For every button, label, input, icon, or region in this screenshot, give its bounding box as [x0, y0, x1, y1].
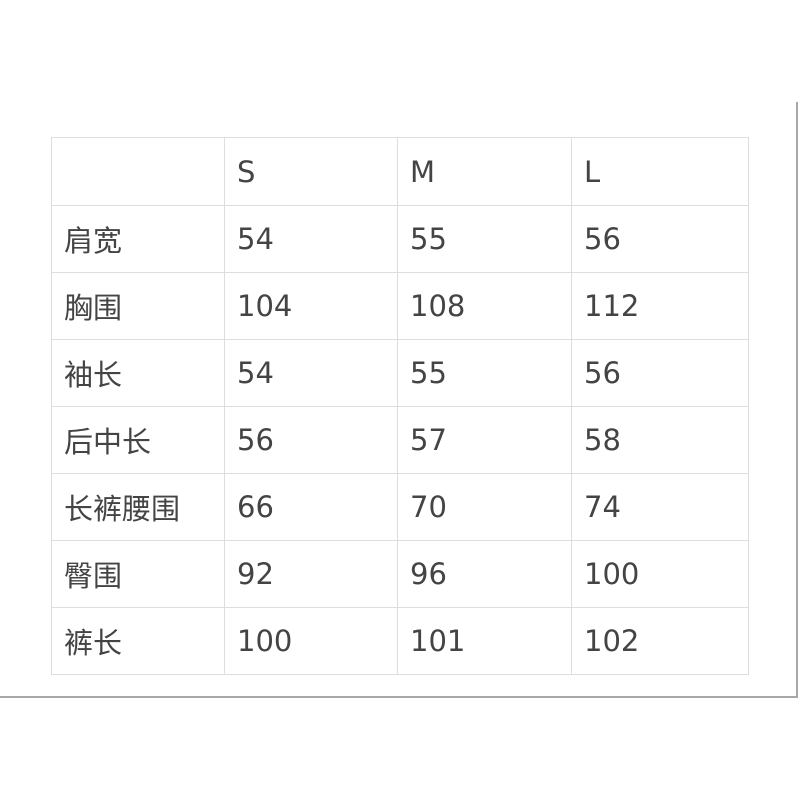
row-label: 胸围: [51, 272, 225, 340]
table-cell: 55: [397, 339, 572, 407]
table-cell: 70: [397, 473, 572, 541]
table-row: 后中长 56 57 58: [51, 406, 749, 474]
table-cell: 101: [397, 607, 572, 675]
column-header: S: [224, 137, 398, 206]
table-cell: 74: [571, 473, 749, 541]
column-header: [51, 137, 225, 206]
table-row: 臀围 92 96 100: [51, 540, 749, 608]
row-label: 长裤腰围: [51, 473, 225, 541]
table-cell: 104: [224, 272, 398, 340]
column-header: L: [571, 137, 749, 206]
table-cell: 100: [224, 607, 398, 675]
table-cell: 55: [397, 205, 572, 273]
row-label: 臀围: [51, 540, 225, 608]
frame-border-bottom: [0, 696, 798, 698]
column-header: M: [397, 137, 572, 206]
table-row: 长裤腰围 66 70 74: [51, 473, 749, 541]
row-label: 裤长: [51, 607, 225, 675]
table-cell: 100: [571, 540, 749, 608]
table-cell: 54: [224, 205, 398, 273]
table-cell: 102: [571, 607, 749, 675]
table-cell: 54: [224, 339, 398, 407]
table-cell: 92: [224, 540, 398, 608]
table-row: 袖长 54 55 56: [51, 339, 749, 407]
table-cell: 56: [571, 339, 749, 407]
table-cell: 96: [397, 540, 572, 608]
table-cell: 57: [397, 406, 572, 474]
row-label: 后中长: [51, 406, 225, 474]
table-cell: 66: [224, 473, 398, 541]
table-cell: 56: [224, 406, 398, 474]
table-cell: 56: [571, 205, 749, 273]
table-cell: 112: [571, 272, 749, 340]
frame-border-right: [796, 102, 798, 698]
size-chart-table: S M L 肩宽 54 55 56 胸围 104 108 112 袖长 54 55 56 后中长 56 57 58 长…: [51, 137, 749, 675]
table-cell: 58: [571, 406, 749, 474]
table-row: 肩宽 54 55 56: [51, 205, 749, 273]
table-row: 裤长 100 101 102: [51, 607, 749, 675]
table-row: 胸围 104 108 112: [51, 272, 749, 340]
table-cell: 108: [397, 272, 572, 340]
row-label: 肩宽: [51, 205, 225, 273]
row-label: 袖长: [51, 339, 225, 407]
